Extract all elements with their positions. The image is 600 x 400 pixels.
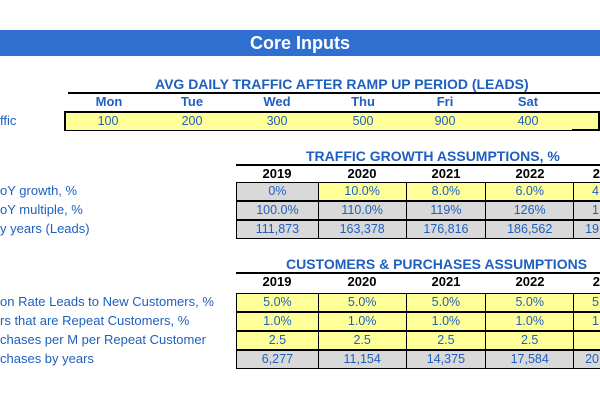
customers-input[interactable]: 1.0% <box>236 313 318 330</box>
growth-row-yoy-multiple: 100.0% 110.0% 119% 126% 1 <box>236 201 600 220</box>
customers-input[interactable]: 2.5 <box>317 332 406 349</box>
customers-input[interactable]: 1.0% <box>485 313 574 330</box>
customers-row-label-purchases-by-years: chases by years <box>0 351 94 366</box>
customers-input[interactable]: 5.0% <box>485 294 574 311</box>
day-header-wed: Wed <box>263 94 291 109</box>
growth-year-next: 2 <box>592 166 600 181</box>
growth-year-2020: 2020 <box>347 166 377 181</box>
customers-row-repeat: 1.0% 1.0% 1.0% 1.0% 1 <box>236 312 600 331</box>
customers-year-next: 2 <box>592 274 600 289</box>
growth-row-label-leads: y years (Leads) <box>0 221 90 236</box>
customers-year-2020: 2020 <box>347 274 377 289</box>
traffic-input-wed[interactable]: 300 <box>234 113 320 130</box>
page-title: Core Inputs <box>0 30 600 56</box>
customers-input[interactable]: 2.5 <box>485 332 574 349</box>
growth-row-label-yoy-multiple: oY multiple, % <box>0 202 83 217</box>
traffic-input-row: 100 200 300 500 900 400 <box>64 111 600 131</box>
customers-input[interactable]: 5.0% <box>405 294 486 311</box>
growth-cell: 100.0% <box>236 202 318 219</box>
customers-row-label-conversion: on Rate Leads to New Customers, % <box>0 294 214 309</box>
growth-input[interactable]: 6.0% <box>485 183 574 200</box>
customers-input[interactable]: 5.0% <box>317 294 406 311</box>
traffic-input-sat[interactable]: 400 <box>484 113 572 130</box>
customers-input[interactable]: 1.0% <box>317 313 406 330</box>
day-header-fri: Fri <box>436 94 454 109</box>
customers-cell: 14,375 <box>405 351 486 368</box>
customers-row-label-purchases-per-month: chases per M per Repeat Customer <box>0 332 206 347</box>
customers-row-label-repeat: rs that are Repeat Customers, % <box>0 313 190 328</box>
customers-year-2019: 2019 <box>262 274 292 289</box>
growth-row-yoy-growth: 0% 10.0% 8.0% 6.0% 4 <box>236 182 600 201</box>
day-header-mon: Mon <box>95 94 123 109</box>
customers-cell: 17,584 <box>485 351 574 368</box>
customers-section-title: CUSTOMERS & PURCHASES ASSUMPTIONS <box>286 256 588 272</box>
growth-cell: 111,873 <box>236 221 318 238</box>
growth-cell: 186,562 <box>485 221 574 238</box>
growth-year-2022: 2022 <box>515 166 545 181</box>
growth-cell: 1 <box>573 202 600 219</box>
traffic-input-mon[interactable]: 100 <box>66 113 150 130</box>
customers-cell: 11,154 <box>317 351 406 368</box>
customers-cell: 20 <box>573 351 600 368</box>
traffic-section-title: AVG DAILY TRAFFIC AFTER RAMP UP PERIOD (… <box>155 76 529 92</box>
customers-year-2021: 2021 <box>431 274 461 289</box>
growth-cell: 0% <box>236 183 318 200</box>
traffic-input-fri[interactable]: 900 <box>406 113 484 130</box>
customers-input[interactable]: 1 <box>573 313 600 330</box>
traffic-header-rule <box>68 92 600 94</box>
customers-row-purchases-by-years: 6,277 11,154 14,375 17,584 20 <box>236 350 600 369</box>
growth-row-leads: 111,873 163,378 176,816 186,562 19 <box>236 220 600 239</box>
growth-cell: 119% <box>405 202 486 219</box>
growth-cell: 126% <box>485 202 574 219</box>
customers-input[interactable]: 5 <box>573 294 600 311</box>
customers-header-rule <box>236 272 600 274</box>
customers-input[interactable]: 1.0% <box>405 313 486 330</box>
growth-header-rule <box>236 164 600 166</box>
growth-input[interactable]: 10.0% <box>317 183 406 200</box>
customers-input[interactable]: 2.5 <box>236 332 318 349</box>
customers-row-purchases-per-month: 2.5 2.5 2.5 2.5 <box>236 331 600 350</box>
customers-input[interactable] <box>573 332 600 349</box>
traffic-input-tue[interactable]: 200 <box>150 113 234 130</box>
growth-year-2019: 2019 <box>262 166 292 181</box>
growth-year-2021: 2021 <box>431 166 461 181</box>
customers-cell: 6,277 <box>236 351 318 368</box>
growth-cell: 176,816 <box>405 221 486 238</box>
growth-row-label-yoy-growth: oY growth, % <box>0 183 78 198</box>
growth-section-title: TRAFFIC GROWTH ASSUMPTIONS, % <box>306 148 560 164</box>
customers-year-2022: 2022 <box>515 274 545 289</box>
growth-input[interactable]: 4 <box>573 183 600 200</box>
growth-cell: 163,378 <box>317 221 406 238</box>
customers-input[interactable]: 5.0% <box>236 294 318 311</box>
day-header-tue: Tue <box>180 94 204 109</box>
growth-cell: 110.0% <box>317 202 406 219</box>
customers-row-conversion: 5.0% 5.0% 5.0% 5.0% 5 <box>236 293 600 312</box>
customers-input[interactable]: 2.5 <box>405 332 486 349</box>
growth-input[interactable]: 8.0% <box>405 183 486 200</box>
growth-cell: 19 <box>573 221 600 238</box>
traffic-row-label: ffic <box>0 113 17 128</box>
day-header-thu: Thu <box>351 94 375 109</box>
day-header-sat: Sat <box>517 94 539 109</box>
traffic-input-thu[interactable]: 500 <box>320 113 406 130</box>
